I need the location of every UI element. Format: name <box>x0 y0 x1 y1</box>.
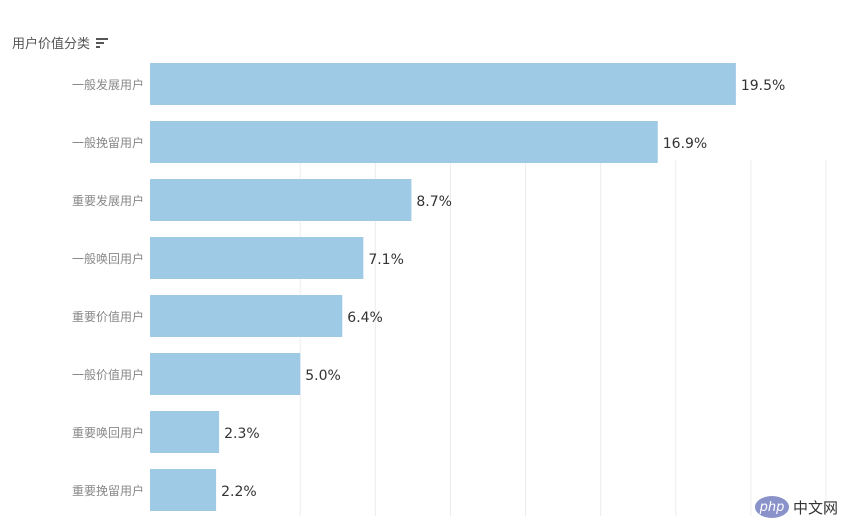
bar[interactable] <box>150 411 220 453</box>
category-label: 重要唤回用户 <box>72 425 144 440</box>
category-label: 重要发展用户 <box>72 193 144 208</box>
data-label: 7.1% <box>368 252 404 268</box>
data-label: 2.3% <box>224 426 260 442</box>
bar[interactable] <box>150 295 343 337</box>
bar[interactable] <box>150 353 301 395</box>
watermark-text: 中文网 <box>792 498 838 517</box>
bar[interactable] <box>150 179 412 221</box>
category-label: 一般挽留用户 <box>72 135 144 150</box>
bar[interactable] <box>150 121 658 163</box>
data-label: 6.4% <box>347 310 383 326</box>
data-label: 8.7% <box>416 194 452 210</box>
category-label: 重要价值用户 <box>72 309 144 324</box>
category-label: 重要挽留用户 <box>72 483 144 498</box>
bar[interactable] <box>150 469 217 511</box>
bar[interactable] <box>150 63 736 105</box>
data-label: 5.0% <box>305 368 341 384</box>
chart-title: 用户价值分类 <box>12 37 91 52</box>
data-label: 16.9% <box>663 136 707 152</box>
data-label: 19.5% <box>741 78 785 94</box>
sort-descending-icon[interactable] <box>96 37 109 48</box>
category-label: 一般发展用户 <box>72 77 144 92</box>
chart-header: 用户价值分类 <box>12 33 109 52</box>
bar[interactable] <box>150 237 364 279</box>
category-label: 一般唤回用户 <box>72 251 144 266</box>
watermark-badge: php <box>754 496 789 518</box>
data-label: 2.2% <box>221 484 257 500</box>
watermark-logo: php 中文网 <box>754 496 838 518</box>
category-label: 一般价值用户 <box>72 367 144 382</box>
